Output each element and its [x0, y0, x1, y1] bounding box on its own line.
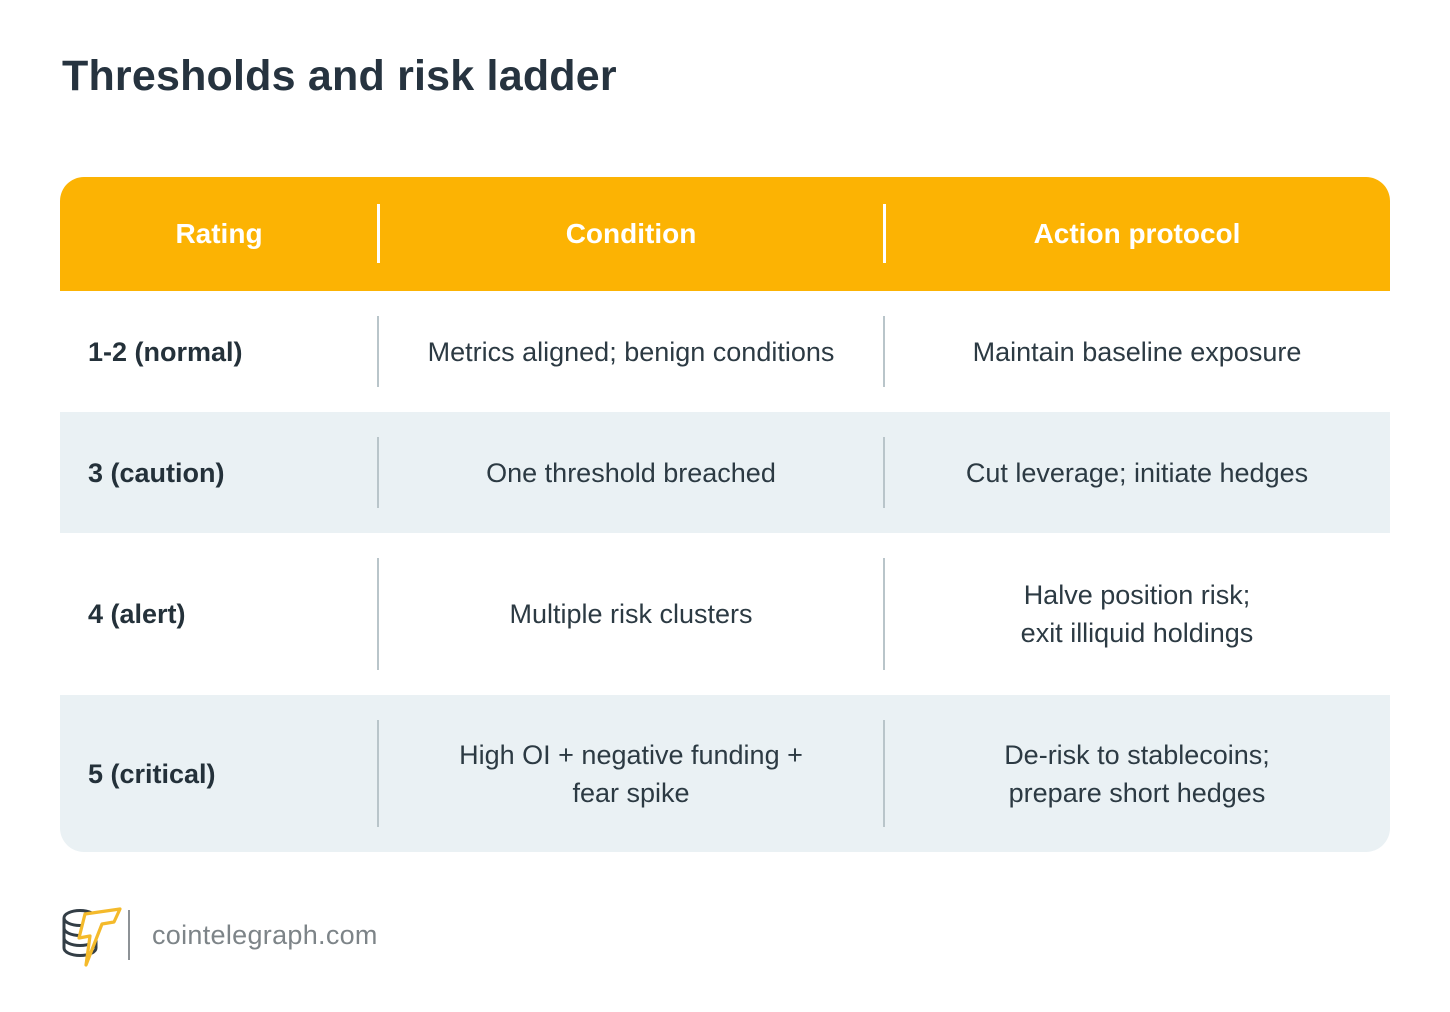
rating-cell: 4 (alert) [88, 599, 186, 629]
footer-divider [128, 910, 130, 960]
condition-cell: High OI + negative funding + fear spike [377, 695, 884, 852]
table-row-caution: 3 (caution) One threshold breached Cut l… [60, 412, 1390, 533]
table-row-alert: 4 (alert) Multiple risk clusters Halve p… [60, 533, 1390, 695]
action-cell: Cut leverage; initiate hedges [883, 412, 1390, 533]
rating-cell: 5 (critical) [88, 758, 216, 789]
table-row-critical: 5 (critical) High OI + negative funding … [60, 695, 1390, 852]
column-header-rating: Rating [175, 218, 263, 249]
cointelegraph-logo-icon [58, 903, 124, 967]
action-cell: De-risk to stablecoins; prepare short he… [883, 695, 1390, 852]
table-row-normal: 1-2 (normal) Metrics aligned; benign con… [60, 291, 1390, 412]
page-title: Thresholds and risk ladder [62, 52, 617, 100]
column-header-condition: Condition [377, 177, 884, 291]
risk-ladder-table: Rating Condition Action protocol 1-2 (no… [60, 177, 1390, 852]
column-header-action-protocol: Action protocol [883, 177, 1390, 291]
condition-cell: Multiple risk clusters [377, 533, 884, 695]
rating-cell: 1-2 (normal) [88, 336, 243, 367]
footer: cointelegraph.com [58, 902, 378, 968]
condition-cell: One threshold breached [377, 412, 884, 533]
condition-cell: Metrics aligned; benign conditions [377, 291, 884, 412]
action-cell: Maintain baseline exposure [883, 291, 1390, 412]
table-header-row: Rating Condition Action protocol [60, 177, 1390, 291]
action-cell: Halve position risk; exit illiquid holdi… [883, 533, 1390, 695]
rating-cell: 3 (caution) [88, 457, 225, 488]
footer-site-label: cointelegraph.com [152, 919, 378, 950]
